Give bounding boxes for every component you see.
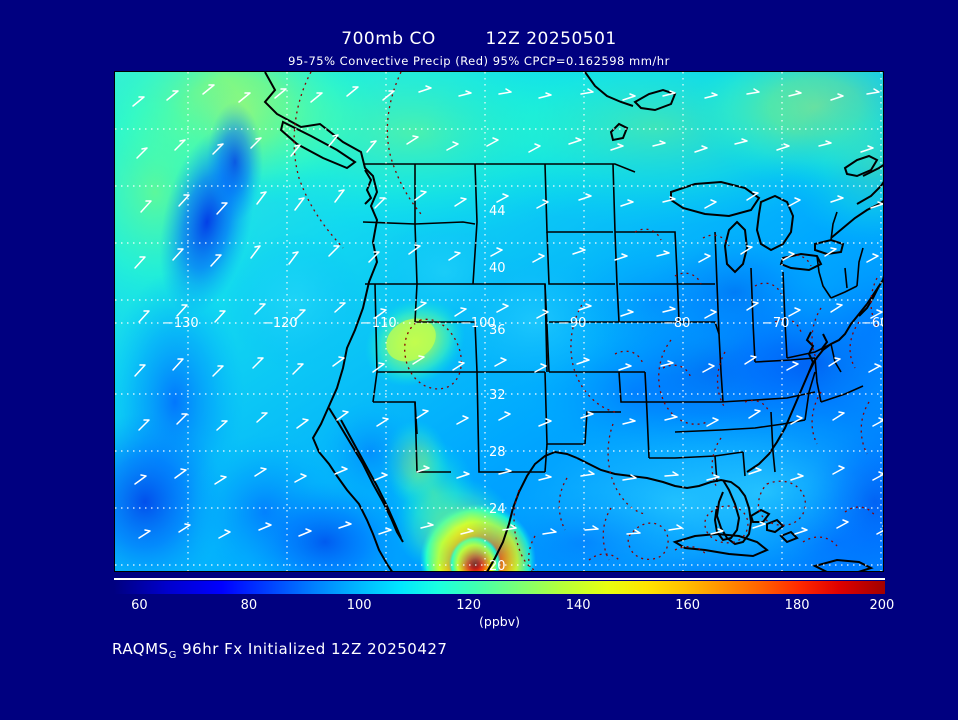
model-name: RAQMS: [112, 640, 169, 658]
figure-subtitle: 95-75% Convective Precip (Red) 95% CPCP=…: [288, 54, 670, 68]
colorbar-top-rule: [114, 578, 885, 580]
lat-label-36: 36: [489, 323, 506, 338]
lon-label--100: −100: [460, 316, 496, 331]
state-boundary-layer: [362, 163, 864, 483]
colorbar-tick-60: 60: [131, 598, 148, 613]
lat-label-20: 20: [489, 559, 506, 572]
map-panel[interactable]: −130 −120 −110 −100 −90 −80 −70 −60 44 4…: [114, 71, 884, 572]
lon-label--120: −120: [262, 316, 298, 331]
lon-label--90: −90: [559, 316, 586, 331]
figure-title: 700mb CO 12Z 20250501: [0, 29, 958, 49]
lat-label-44: 44: [489, 204, 506, 219]
convective-precip-contour-layer: [293, 72, 878, 571]
caption-detail: 96hr Fx Initialized 12Z 20250427: [176, 640, 448, 658]
lat-label-32: 32: [489, 388, 506, 403]
colorbar-tick-140: 140: [565, 598, 591, 613]
lon-label--110: −110: [361, 316, 397, 331]
colorbar-tick-100: 100: [346, 598, 372, 613]
model-subscript: G: [168, 650, 177, 661]
coordinate-label-layer: −130 −120 −110 −100 −90 −80 −70 −60 44 4…: [163, 204, 884, 572]
colorbar-tick-80: 80: [240, 598, 258, 613]
colorbar: 60 80 100 120 140 160 180 200 (ppbv): [114, 578, 894, 629]
grid-layer: [115, 72, 883, 571]
lon-label--60: −60: [861, 316, 884, 331]
co-concentration-field: [115, 72, 883, 571]
colorbar-tick-180: 180: [784, 598, 810, 613]
colorbar-unit-label: (ppbv): [479, 614, 520, 629]
lon-label--70: −70: [762, 316, 789, 331]
coastline-layer: [263, 72, 883, 571]
map-canvas: −130 −120 −110 −100 −90 −80 −70 −60 44 4…: [115, 72, 884, 572]
colorbar-tick-160: 160: [675, 598, 701, 613]
wind-barb-layer: [132, 84, 883, 539]
lon-label--130: −130: [163, 316, 199, 331]
title-field: 700mb CO: [341, 29, 436, 49]
lon-label--80: −80: [663, 316, 690, 331]
figure-caption: RAQMSG 96hr Fx Initialized 12Z 20250427: [112, 640, 447, 661]
colorbar-tick-120: 120: [456, 598, 482, 613]
lat-label-28: 28: [489, 445, 506, 460]
lat-label-40: 40: [489, 261, 506, 276]
colorbar-tick-200: 200: [869, 598, 895, 613]
colorbar-gradient: [114, 581, 885, 594]
lat-label-24: 24: [489, 502, 506, 517]
title-time: 12Z 20250501: [485, 29, 617, 49]
